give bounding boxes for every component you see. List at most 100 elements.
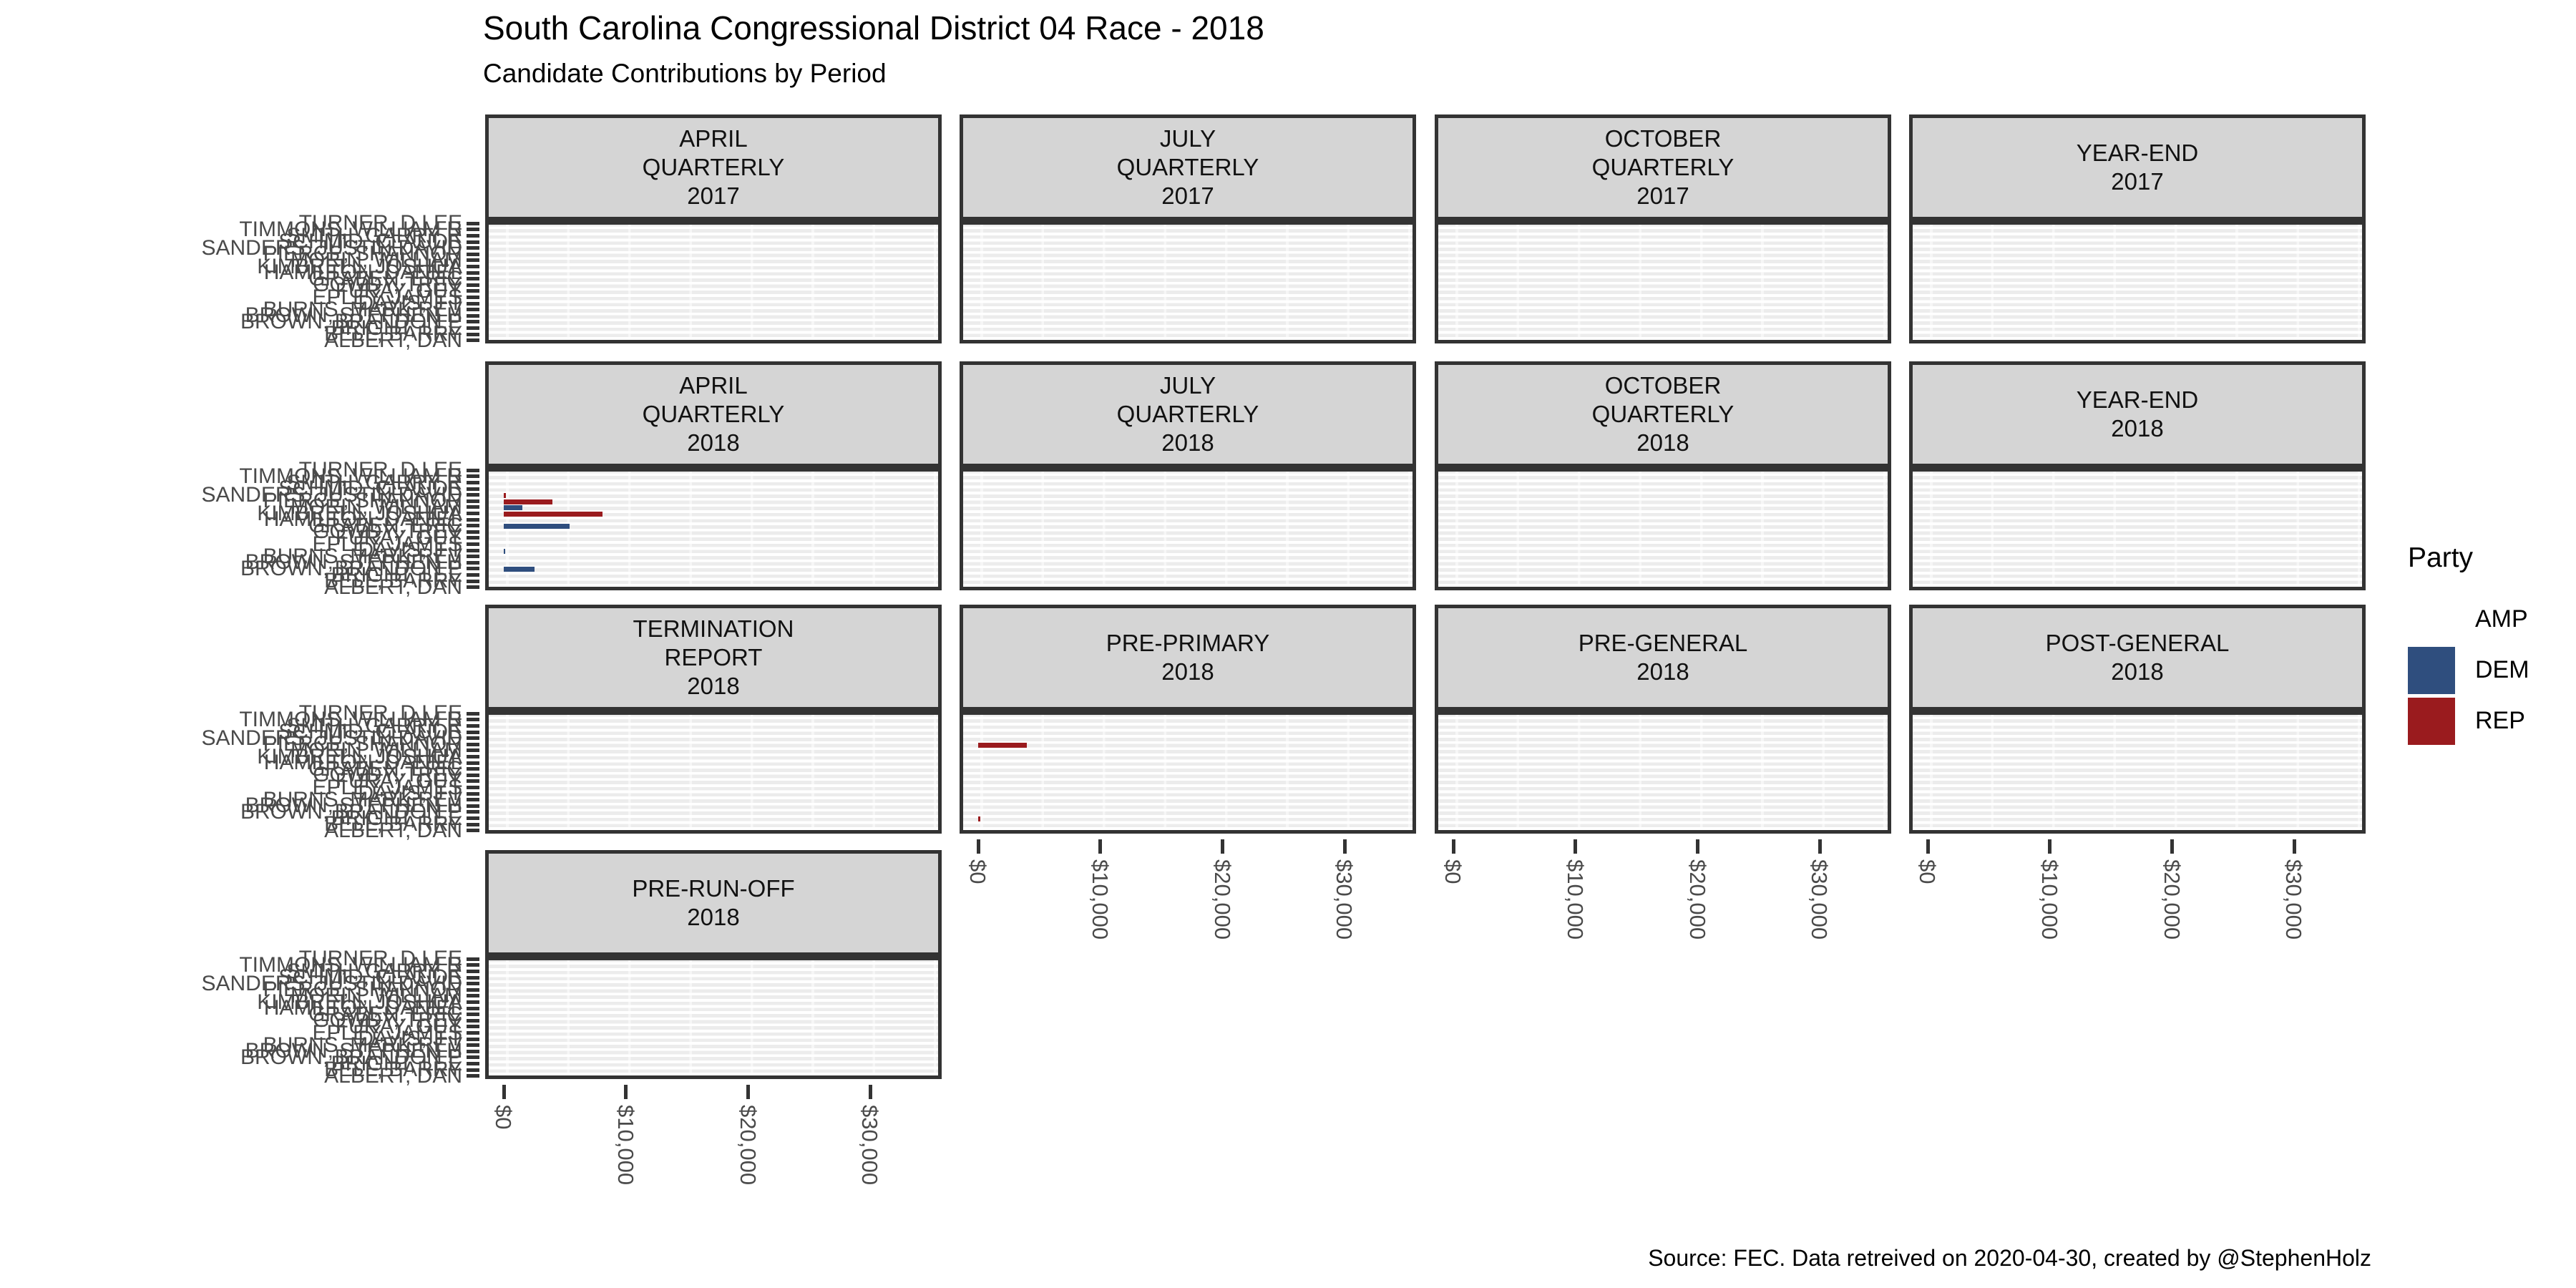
y-axis-tick — [467, 277, 479, 281]
y-axis-candidate-label: SMITH, GARRY R — [286, 470, 462, 494]
y-axis-candidate-label: HAMILTON, DANIEL — [263, 751, 462, 775]
facet-strip: OCTOBER QUARTERLY 2018 — [1435, 361, 1891, 467]
bar — [504, 567, 535, 572]
y-axis-candidate-label: GOWDY, TREY — [313, 763, 462, 787]
y-axis-candidate-label: ALBERT, DAN — [324, 575, 462, 599]
y-axis-candidate-label: SCHMID, CLAUDE — [278, 965, 462, 990]
chart-subtitle: Candidate Contributions by Period — [483, 59, 887, 88]
y-axis-candidate-label: BROWN, BRANDON P — [240, 556, 462, 580]
y-axis-candidate-label: SCHMID, CLAUDE — [278, 720, 462, 744]
y-axis-candidate-label: BROWN, STEPHEN H — [245, 794, 462, 818]
y-axis-candidate-label: TIMMONS, WILLIAM R — [239, 464, 462, 488]
bar — [504, 505, 522, 511]
y-axis-tick — [467, 481, 479, 484]
y-axis-candidate-label: SANDERS, JUSTIN DAVID — [201, 726, 463, 750]
x-axis-label: $20,000 — [1684, 859, 1710, 940]
legend-item-dem: DEM — [2408, 645, 2529, 696]
legend-item-amp: AMP — [2408, 594, 2529, 645]
x-axis-label: $30,000 — [1332, 859, 1357, 940]
y-axis-tick — [467, 970, 479, 973]
bar — [504, 524, 570, 530]
y-axis-tick — [467, 957, 479, 961]
x-axis-tick — [2292, 839, 2296, 854]
y-axis-candidate-label: BURNS, MARK REV — [263, 297, 462, 321]
y-axis-candidate-label: SMITH, GARRY R — [286, 713, 462, 738]
y-axis-tick — [467, 718, 479, 722]
y-axis-tick — [467, 786, 479, 789]
y-axis-candidate-label: TURNER, D LEE — [298, 947, 462, 971]
facet-strip: TERMINATION REPORT 2018 — [485, 605, 942, 711]
y-axis-candidate-label: SMITH, GARRY R — [286, 223, 462, 248]
y-axis-candidate-label: BRIGHT, LEE — [331, 316, 462, 340]
y-axis-candidate-label: FURAY, GUY — [335, 769, 462, 793]
y-axis-candidate-label: KIMBRELL, JOSHUA — [257, 254, 462, 278]
chart-title: South Carolina Congressional District 04… — [483, 9, 1264, 47]
y-axis-candidate-label: DAVIS, J T — [358, 1027, 462, 1051]
y-axis-tick — [467, 810, 479, 814]
y-axis-candidate-label: BURNS, MARK REV — [263, 544, 462, 568]
facet-panel — [1435, 467, 1891, 590]
y-axis-candidate-label: EPLEY, JAMES — [312, 775, 462, 799]
facet-strip: PRE-RUN-OFF 2018 — [485, 850, 942, 956]
y-axis-tick — [467, 791, 479, 796]
y-axis-candidate-label: MORIN, WILLIAM — [290, 738, 462, 762]
facet-strip: YEAR-END 2017 — [1909, 114, 2366, 220]
y-axis-candidate-label: PIERCE, SHANNON — [263, 242, 462, 266]
x-axis-tick — [1342, 839, 1347, 854]
y-axis-candidate-label: BROWN, STEPHEN H — [245, 550, 462, 575]
legend-title: Party — [2408, 542, 2474, 573]
y-axis-tick — [467, 1013, 479, 1017]
facet-panel — [1909, 467, 2366, 590]
y-axis-candidate-label: GRABEN, ERIC — [308, 266, 462, 291]
facet-panel — [485, 467, 942, 590]
y-axis-candidate-label: FURAY, GUY — [335, 278, 462, 303]
y-axis-tick — [467, 320, 479, 324]
y-axis-tick — [467, 1062, 479, 1065]
facet-panel — [485, 956, 942, 1079]
y-axis-tick — [467, 1006, 479, 1010]
y-axis-tick — [467, 308, 479, 312]
x-axis-tick — [1098, 839, 1103, 854]
bar — [504, 493, 506, 499]
y-axis-tick — [467, 724, 479, 728]
y-axis-tick — [467, 982, 479, 986]
x-axis-tick — [624, 1085, 628, 1099]
facet-strip: APRIL QUARTERLY 2017 — [485, 114, 942, 220]
y-axis-candidate-label: DAVIS, J T — [358, 538, 462, 562]
y-axis-candidate-label: TURNER, D LEE — [298, 701, 462, 726]
y-axis-tick — [467, 767, 479, 771]
y-axis-tick — [467, 742, 479, 746]
y-axis-tick — [467, 548, 479, 552]
y-axis-tick — [467, 1018, 479, 1023]
x-axis-tick — [502, 1085, 506, 1099]
y-axis-tick — [467, 730, 479, 734]
x-axis-label: $0 — [1915, 859, 1940, 884]
y-axis-tick — [467, 258, 479, 263]
bar — [978, 816, 980, 821]
y-axis-candidate-label: GRABEN, ERIC — [308, 1002, 462, 1026]
y-axis-candidate-label: PIERCE, SHANNON — [263, 977, 462, 1002]
y-axis-candidate-label: MORIN, WILLIAM — [290, 983, 462, 1008]
y-axis-candidate-label: ALBERT, DAN — [324, 328, 462, 352]
y-axis-tick — [467, 748, 479, 753]
y-axis-tick — [467, 530, 479, 534]
y-axis-candidate-label: SMITH, GARRY R — [286, 959, 462, 983]
y-axis-tick — [467, 816, 479, 820]
y-axis-candidate-label: GRABEN, ERIC — [308, 756, 462, 781]
x-axis-label: $20,000 — [1209, 859, 1235, 940]
y-axis-tick — [467, 567, 479, 571]
y-axis-candidate-label: SANDERS, JUSTIN DAVID — [201, 482, 463, 507]
facet-panel — [1909, 220, 2366, 343]
y-axis-candidate-label: BROWN, BRANDON P — [240, 1045, 462, 1069]
y-axis-candidate-label: BRIGHT, LEE — [331, 806, 462, 830]
bar — [978, 742, 1028, 748]
y-axis-candidate-label: GOWDY, TREY — [313, 519, 462, 544]
y-axis-tick — [467, 773, 479, 777]
y-axis-candidate-label: EPLEY, JAMES — [312, 1020, 462, 1045]
x-axis-label: $20,000 — [735, 1105, 761, 1186]
y-axis-tick — [467, 987, 479, 992]
y-axis-candidate-label: MORIN, WILLIAM — [290, 248, 462, 272]
x-axis-label: $10,000 — [1562, 859, 1588, 940]
y-axis-tick — [467, 499, 479, 503]
y-axis-candidate-label: BELL, BARRY — [324, 569, 462, 593]
